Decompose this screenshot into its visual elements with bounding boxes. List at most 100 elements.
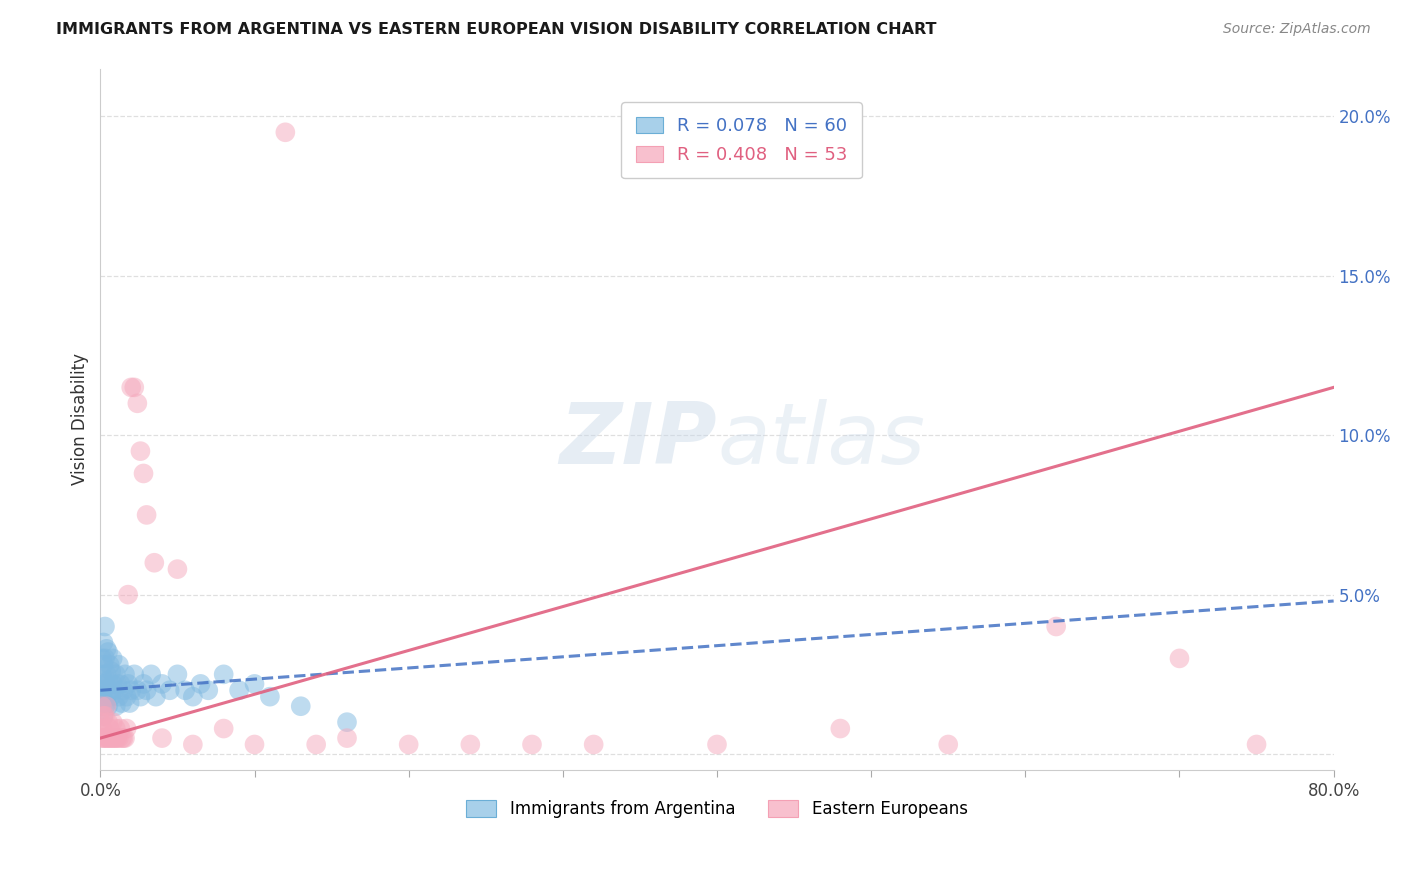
Point — [143, 556, 166, 570]
Point — [127, 683, 149, 698]
Point — [94, 651, 117, 665]
Point — [97, 645, 120, 659]
Point — [129, 444, 152, 458]
Point — [108, 690, 131, 704]
Point — [115, 690, 138, 704]
Point — [103, 683, 125, 698]
Point — [150, 731, 173, 745]
Point — [398, 738, 420, 752]
Point — [93, 731, 115, 745]
Point — [93, 708, 115, 723]
Point — [122, 667, 145, 681]
Point — [90, 699, 112, 714]
Point — [135, 508, 157, 522]
Point — [101, 715, 124, 730]
Point — [1045, 619, 1067, 633]
Point — [166, 667, 188, 681]
Point — [91, 722, 114, 736]
Point — [122, 380, 145, 394]
Point — [97, 673, 120, 688]
Point — [114, 731, 136, 745]
Point — [100, 690, 122, 704]
Point — [108, 731, 131, 745]
Point — [582, 738, 605, 752]
Point — [100, 664, 122, 678]
Point — [520, 738, 543, 752]
Point — [132, 467, 155, 481]
Point — [90, 715, 112, 730]
Point — [96, 690, 118, 704]
Point — [830, 722, 852, 736]
Point — [936, 738, 959, 752]
Point — [1168, 651, 1191, 665]
Point — [336, 731, 359, 745]
Point — [98, 657, 121, 672]
Point — [112, 683, 135, 698]
Text: Source: ZipAtlas.com: Source: ZipAtlas.com — [1223, 22, 1371, 37]
Point — [98, 683, 121, 698]
Point — [96, 731, 118, 745]
Point — [212, 667, 235, 681]
Point — [141, 667, 163, 681]
Text: ZIP: ZIP — [560, 399, 717, 482]
Point — [174, 683, 197, 698]
Point — [100, 731, 122, 745]
Point — [105, 677, 128, 691]
Point — [111, 731, 134, 745]
Point — [150, 677, 173, 691]
Point — [115, 722, 138, 736]
Point — [117, 677, 139, 691]
Point — [274, 125, 297, 139]
Point — [243, 677, 266, 691]
Point — [93, 708, 115, 723]
Point — [93, 683, 115, 698]
Point — [101, 651, 124, 665]
Point — [129, 690, 152, 704]
Point — [132, 677, 155, 691]
Point — [94, 677, 117, 691]
Point — [159, 683, 181, 698]
Point — [127, 396, 149, 410]
Point — [1246, 738, 1268, 752]
Point — [120, 683, 142, 698]
Point — [90, 651, 112, 665]
Point — [91, 677, 114, 691]
Point — [104, 667, 127, 681]
Point — [98, 722, 121, 736]
Point — [105, 731, 128, 745]
Point — [96, 667, 118, 681]
Point — [111, 696, 134, 710]
Point — [120, 380, 142, 394]
Point — [97, 699, 120, 714]
Point — [259, 690, 281, 704]
Point — [94, 708, 117, 723]
Point — [91, 690, 114, 704]
Point — [104, 699, 127, 714]
Text: IMMIGRANTS FROM ARGENTINA VS EASTERN EUROPEAN VISION DISABILITY CORRELATION CHAR: IMMIGRANTS FROM ARGENTINA VS EASTERN EUR… — [56, 22, 936, 37]
Point — [181, 738, 204, 752]
Y-axis label: Vision Disability: Vision Disability — [72, 353, 89, 485]
Point — [336, 715, 359, 730]
Point — [181, 690, 204, 704]
Point — [90, 683, 112, 698]
Point — [90, 667, 112, 681]
Point — [305, 738, 328, 752]
Point — [706, 738, 728, 752]
Point — [90, 731, 112, 745]
Point — [94, 731, 117, 745]
Point — [94, 699, 117, 714]
Point — [243, 738, 266, 752]
Point — [228, 683, 250, 698]
Point — [94, 619, 117, 633]
Point — [93, 657, 115, 672]
Point — [108, 657, 131, 672]
Point — [110, 677, 132, 691]
Point — [101, 677, 124, 691]
Point — [90, 699, 112, 714]
Point — [97, 715, 120, 730]
Point — [104, 722, 127, 736]
Point — [96, 699, 118, 714]
Point — [101, 731, 124, 745]
Point — [110, 722, 132, 736]
Point — [97, 731, 120, 745]
